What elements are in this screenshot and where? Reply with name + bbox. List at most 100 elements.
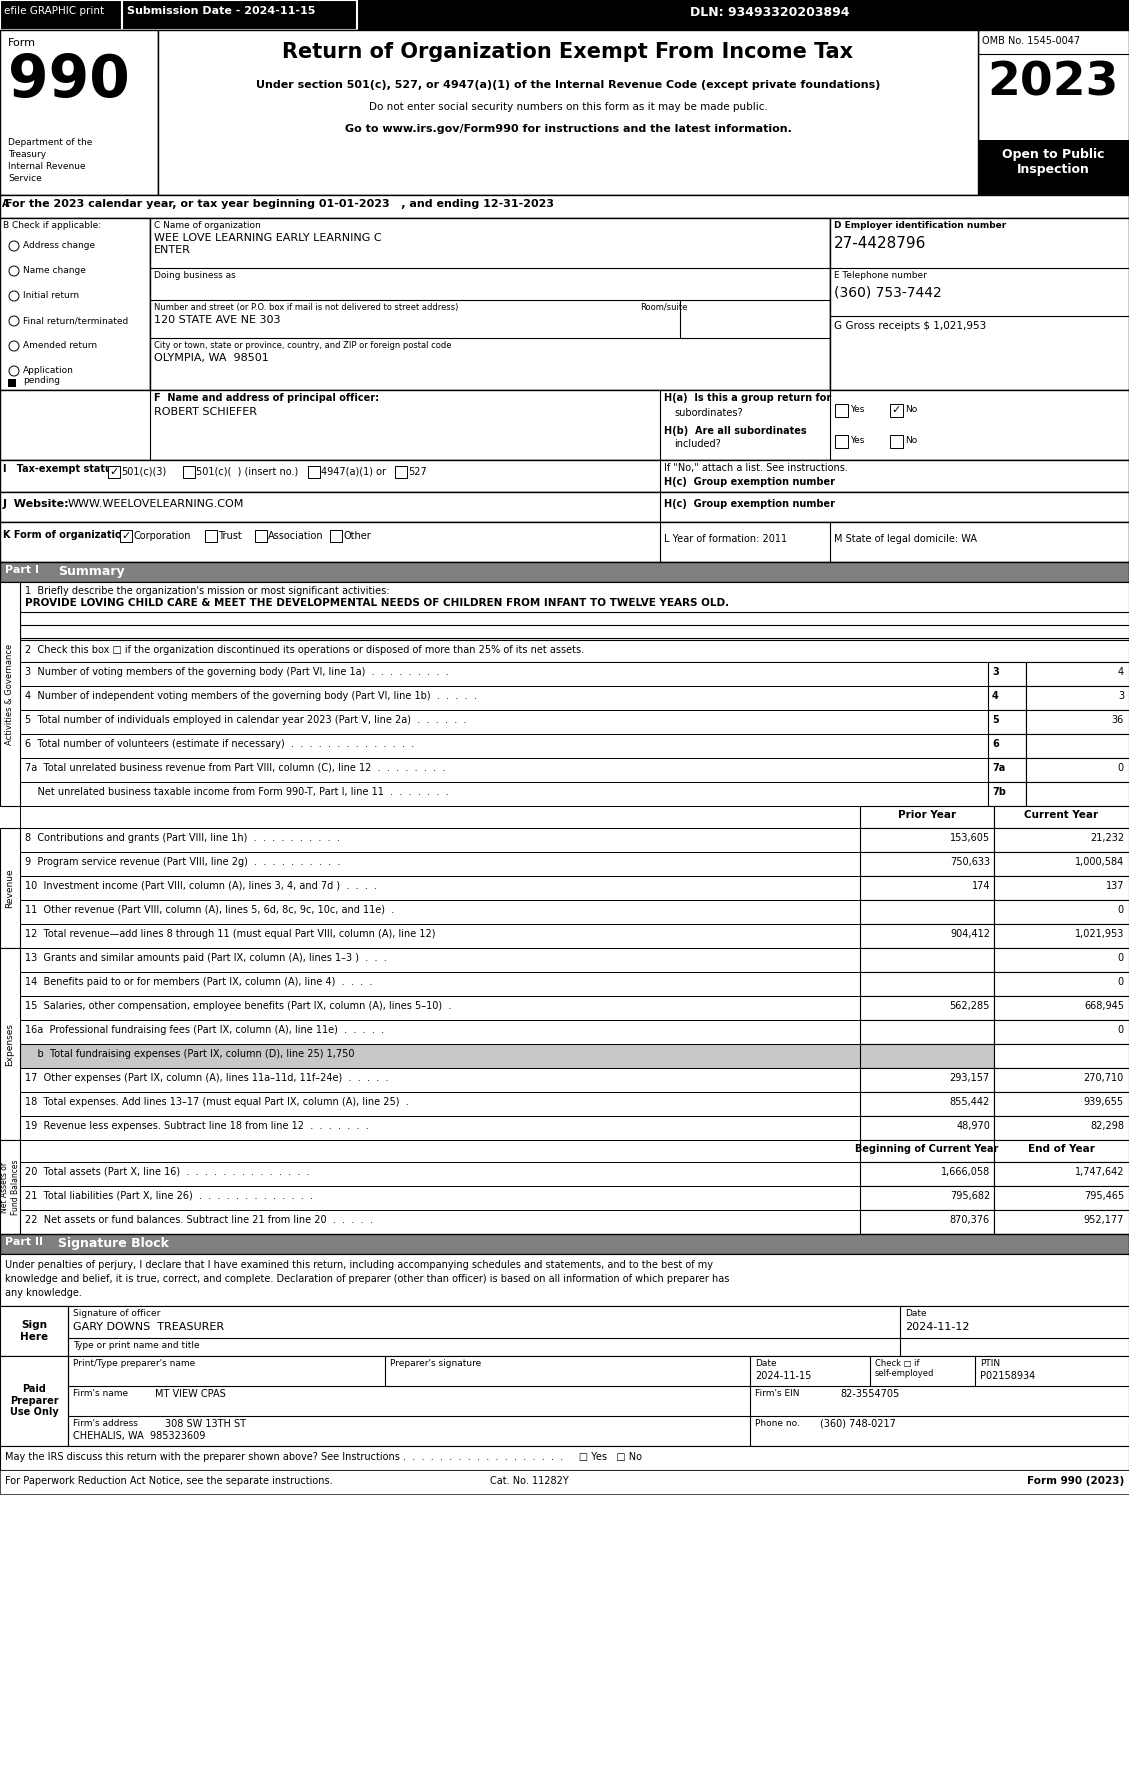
Bar bbox=[20, 924, 860, 948]
Text: 4: 4 bbox=[992, 691, 999, 701]
Bar bbox=[988, 758, 1026, 782]
Text: 795,465: 795,465 bbox=[1084, 1190, 1124, 1201]
Text: DLN: 93493320203894: DLN: 93493320203894 bbox=[690, 5, 849, 19]
Bar bbox=[395, 466, 406, 479]
Bar bbox=[994, 924, 1129, 948]
Bar bbox=[20, 1068, 860, 1091]
Text: 1  Briefly describe the organization's mission or most significant activities:: 1 Briefly describe the organization's mi… bbox=[25, 586, 390, 595]
Bar bbox=[0, 493, 1129, 523]
Text: CHEHALIS, WA  985323609: CHEHALIS, WA 985323609 bbox=[73, 1430, 205, 1441]
Text: 270,710: 270,710 bbox=[1084, 1074, 1124, 1083]
Text: For the 2023 calendar year, or tax year beginning 01-01-2023   , and ending 12-3: For the 2023 calendar year, or tax year … bbox=[5, 200, 554, 208]
Text: 14  Benefits paid to or for members (Part IX, column (A), line 4)  .  .  .  .: 14 Benefits paid to or for members (Part… bbox=[25, 977, 373, 987]
Bar bbox=[183, 466, 195, 479]
Text: H(c)  Group exemption number: H(c) Group exemption number bbox=[664, 477, 835, 487]
Bar bbox=[20, 876, 860, 901]
Text: Final return/terminated: Final return/terminated bbox=[23, 316, 129, 325]
Text: 6  Total number of volunteers (estimate if necessary)  .  .  .  .  .  .  .  .  .: 6 Total number of volunteers (estimate i… bbox=[25, 738, 414, 749]
Circle shape bbox=[9, 240, 19, 251]
Bar bbox=[860, 828, 994, 851]
Text: 750,633: 750,633 bbox=[949, 857, 990, 867]
Bar bbox=[1026, 758, 1129, 782]
Bar bbox=[994, 1044, 1129, 1068]
Bar bbox=[20, 1162, 860, 1187]
Text: included?: included? bbox=[674, 440, 720, 449]
Text: Under penalties of perjury, I declare that I have examined this return, includin: Under penalties of perjury, I declare th… bbox=[5, 1259, 714, 1270]
Text: Internal Revenue: Internal Revenue bbox=[8, 162, 86, 171]
Bar bbox=[835, 434, 848, 449]
Text: Print/Type preparer's name: Print/Type preparer's name bbox=[73, 1360, 195, 1369]
Text: City or town, state or province, country, and ZIP or foreign postal code: City or town, state or province, country… bbox=[154, 341, 452, 350]
Text: 13  Grants and similar amounts paid (Part IX, column (A), lines 1–3 )  .  .  .: 13 Grants and similar amounts paid (Part… bbox=[25, 954, 387, 962]
Text: 27-4428796: 27-4428796 bbox=[834, 237, 927, 251]
Text: 3  Number of voting members of the governing body (Part VI, line 1a)  .  .  .  .: 3 Number of voting members of the govern… bbox=[25, 668, 448, 676]
Text: 174: 174 bbox=[971, 881, 990, 892]
Text: Type or print name and title: Type or print name and title bbox=[73, 1340, 200, 1349]
Text: Firm's EIN: Firm's EIN bbox=[755, 1390, 799, 1399]
Text: Date: Date bbox=[755, 1360, 777, 1369]
Bar bbox=[994, 1162, 1129, 1187]
Text: Yes: Yes bbox=[850, 436, 865, 445]
Text: 308 SW 13TH ST: 308 SW 13TH ST bbox=[165, 1420, 246, 1429]
Bar bbox=[20, 1210, 860, 1234]
Text: Amended return: Amended return bbox=[23, 341, 97, 350]
Text: Association: Association bbox=[268, 532, 324, 540]
Text: Current Year: Current Year bbox=[1024, 811, 1099, 819]
Text: Net Assets or
Fund Balances: Net Assets or Fund Balances bbox=[0, 1158, 19, 1215]
Bar bbox=[0, 0, 122, 30]
Bar bbox=[0, 1356, 68, 1446]
Bar bbox=[830, 217, 1129, 390]
Text: PTIN: PTIN bbox=[980, 1360, 1000, 1369]
Text: G Gross receipts $ 1,021,953: G Gross receipts $ 1,021,953 bbox=[834, 321, 987, 330]
Text: 1,021,953: 1,021,953 bbox=[1075, 929, 1124, 940]
Bar bbox=[0, 1446, 1129, 1469]
Text: Initial return: Initial return bbox=[23, 291, 79, 300]
Text: 3: 3 bbox=[992, 668, 999, 676]
Text: 668,945: 668,945 bbox=[1084, 1001, 1124, 1010]
Text: 153,605: 153,605 bbox=[949, 834, 990, 842]
Text: 48,970: 48,970 bbox=[956, 1121, 990, 1130]
Text: For Paperwork Reduction Act Notice, see the separate instructions.: For Paperwork Reduction Act Notice, see … bbox=[5, 1476, 333, 1485]
Bar bbox=[994, 851, 1129, 876]
Text: End of Year: End of Year bbox=[1027, 1144, 1094, 1153]
Bar bbox=[150, 217, 830, 390]
Bar bbox=[0, 1469, 1129, 1494]
Bar bbox=[994, 996, 1129, 1021]
Text: Part I: Part I bbox=[5, 565, 40, 576]
Text: Firm's address: Firm's address bbox=[73, 1420, 138, 1429]
Text: MT VIEW CPAS: MT VIEW CPAS bbox=[155, 1390, 226, 1399]
Bar bbox=[20, 1141, 860, 1162]
Bar bbox=[994, 1021, 1129, 1044]
Bar bbox=[978, 140, 1129, 194]
Text: Open to Public
Inspection: Open to Public Inspection bbox=[1001, 148, 1104, 177]
Text: b  Total fundraising expenses (Part IX, column (D), line 25) 1,750: b Total fundraising expenses (Part IX, c… bbox=[25, 1049, 355, 1060]
Bar bbox=[860, 1162, 994, 1187]
Text: (360) 753-7442: (360) 753-7442 bbox=[834, 286, 942, 300]
Bar bbox=[860, 1021, 994, 1044]
Text: M State of legal domicile: WA: M State of legal domicile: WA bbox=[834, 533, 977, 544]
Bar bbox=[0, 30, 158, 194]
Bar bbox=[20, 996, 860, 1021]
Text: C Name of organization: C Name of organization bbox=[154, 221, 261, 230]
Text: PROVIDE LOVING CHILD CARE & MEET THE DEVELOPMENTAL NEEDS OF CHILDREN FROM INFANT: PROVIDE LOVING CHILD CARE & MEET THE DEV… bbox=[25, 599, 729, 608]
Text: E Telephone number: E Telephone number bbox=[834, 270, 927, 281]
Text: 7b: 7b bbox=[992, 788, 1006, 796]
Bar bbox=[860, 901, 994, 924]
Bar bbox=[20, 948, 860, 971]
Text: 82-3554705: 82-3554705 bbox=[840, 1390, 900, 1399]
Bar bbox=[860, 924, 994, 948]
Bar bbox=[20, 1187, 860, 1210]
Bar bbox=[0, 523, 1129, 562]
Text: 0: 0 bbox=[1118, 904, 1124, 915]
Circle shape bbox=[9, 341, 19, 351]
Bar bbox=[0, 459, 1129, 493]
Bar bbox=[0, 194, 1129, 217]
Text: (360) 748-0217: (360) 748-0217 bbox=[820, 1420, 896, 1429]
Text: Sign
Here: Sign Here bbox=[20, 1319, 49, 1342]
Bar bbox=[860, 1068, 994, 1091]
Text: 82,298: 82,298 bbox=[1089, 1121, 1124, 1130]
Bar bbox=[0, 1141, 20, 1234]
Bar bbox=[0, 562, 1129, 583]
Text: I   Tax-exempt status:: I Tax-exempt status: bbox=[3, 464, 122, 473]
Bar bbox=[988, 662, 1026, 685]
